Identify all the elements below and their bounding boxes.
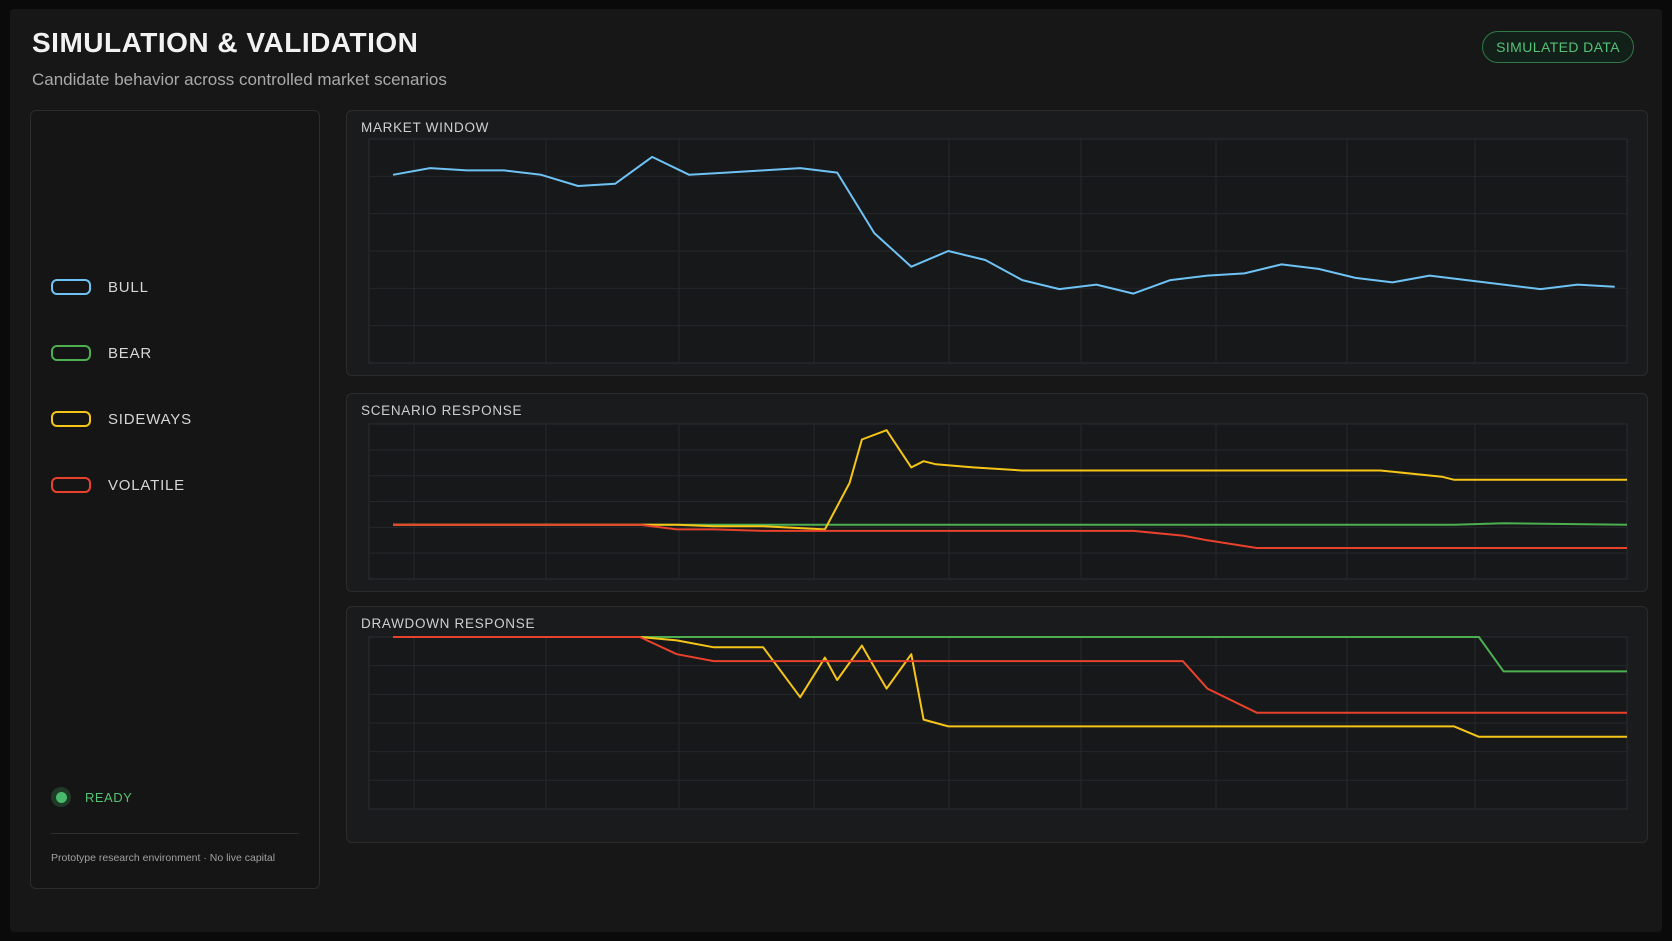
drawdown-series-line-2 (393, 636, 1627, 714)
page-subtitle: Candidate behavior across controlled mar… (32, 70, 447, 89)
drawdown-response-panel: DRAWDOWN RESPONSE (346, 606, 1648, 843)
status-label: READY (85, 789, 133, 805)
legend-item-bull[interactable]: BULL (51, 277, 149, 297)
legend-item-sideways[interactable]: SIDEWAYS (51, 409, 192, 429)
legend-label-volatile: VOLATILE (108, 476, 185, 494)
legend-swatch-bull (51, 279, 91, 295)
market-series-line-0 (392, 155, 1615, 295)
simulated-data-badge: SIMULATED DATA (1482, 31, 1634, 63)
sidebar: BULL BEAR SIDEWAYS VOLATILE READY Protot… (30, 110, 320, 889)
panel-title-market: MARKET WINDOW (361, 120, 490, 135)
app-frame: SIMULATION & VALIDATION Candidate behavi… (10, 9, 1662, 932)
drawdown-series-line-0 (393, 636, 1627, 673)
status-indicator: READY (51, 787, 132, 807)
panel-title-scenario: SCENARIO RESPONSE (361, 403, 523, 418)
market-window-chart (368, 138, 1628, 364)
scenario-series-line-1 (393, 429, 1627, 531)
market-window-panel: MARKET WINDOW (346, 110, 1648, 376)
legend-label-bear: BEAR (108, 344, 153, 362)
sidebar-divider (51, 833, 299, 834)
legend-swatch-volatile (51, 477, 91, 493)
scenario-series-line-2 (393, 523, 1627, 549)
drawdown-series-line-1 (393, 636, 1627, 738)
legend-swatch-sideways (51, 411, 91, 427)
legend-label-sideways: SIDEWAYS (108, 410, 192, 428)
legend-item-bear[interactable]: BEAR (51, 343, 152, 363)
legend-label-bull: BULL (108, 278, 149, 296)
page-title: SIMULATION & VALIDATION (32, 27, 419, 58)
legend-item-volatile[interactable]: VOLATILE (51, 475, 185, 495)
scenario-response-chart (368, 423, 1628, 580)
footer-note: Prototype research environment · No live… (51, 852, 276, 864)
legend-swatch-bear (51, 345, 91, 361)
panel-title-drawdown: DRAWDOWN RESPONSE (361, 616, 536, 631)
status-dot-icon (51, 787, 71, 807)
scenario-response-panel: SCENARIO RESPONSE (346, 393, 1648, 592)
drawdown-response-chart (368, 636, 1628, 810)
scenario-series-line-0 (393, 522, 1628, 526)
